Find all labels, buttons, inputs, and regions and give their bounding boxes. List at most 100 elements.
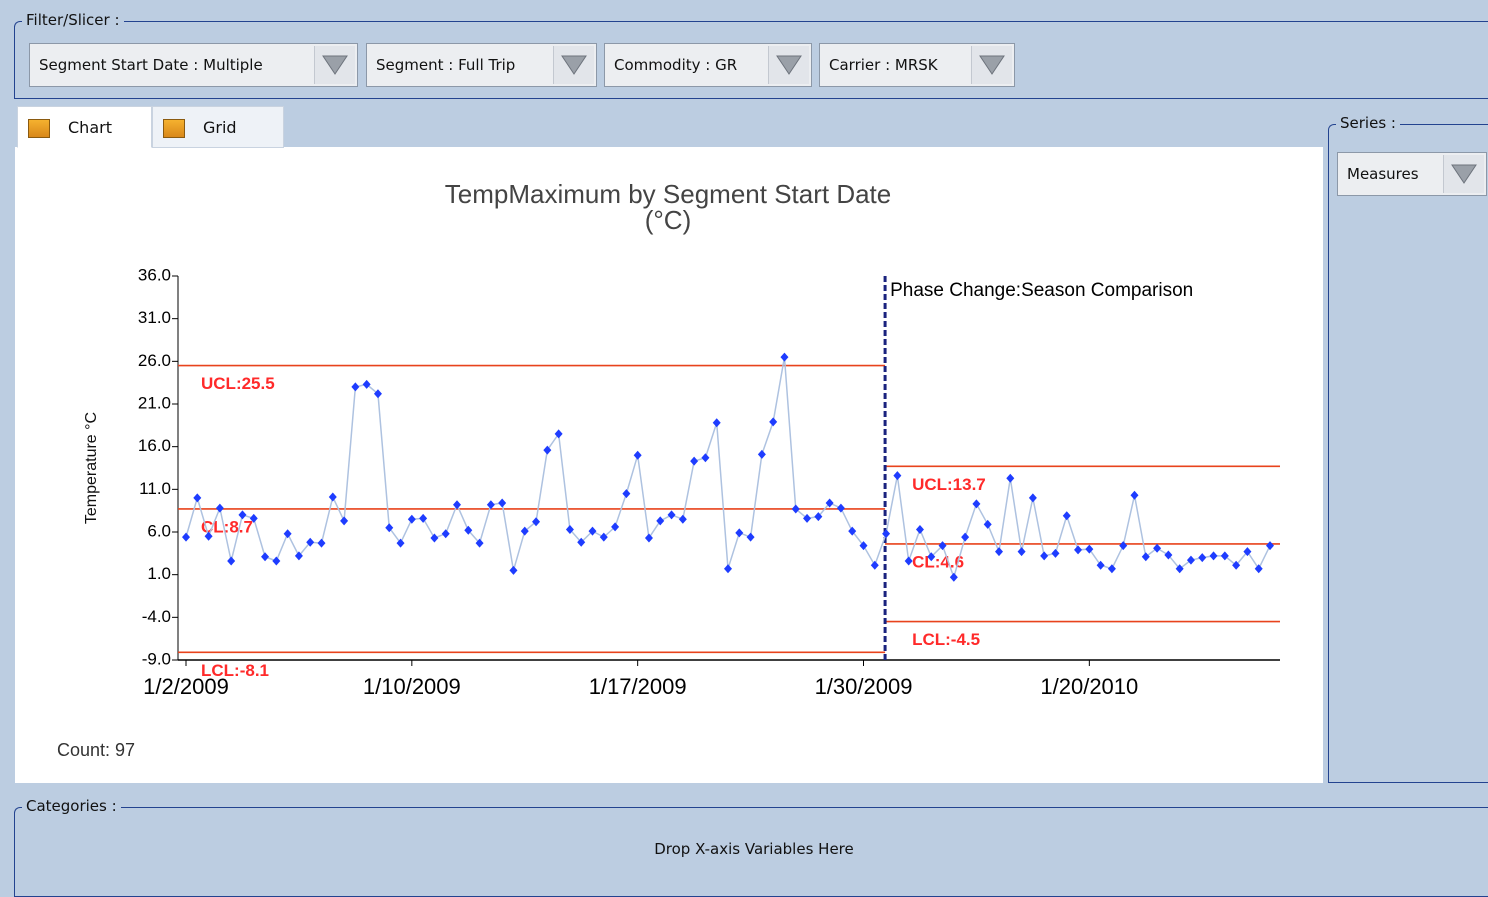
data-point [227,556,236,566]
control-limit-label: LCL:-8.1 [201,661,269,680]
y-tick-label: 6.0 [147,521,171,540]
data-point [453,500,461,510]
data-point [351,382,360,392]
series-dropdown[interactable]: Measures [1337,152,1487,196]
filter-text: Segment Start Date : Multiple [39,56,263,74]
data-point [509,565,518,575]
data-point [949,572,958,582]
data-point [1119,541,1128,551]
filter-dropdown[interactable]: Segment Start Date : Multiple [29,43,358,87]
data-point [498,498,507,508]
data-point [915,524,924,534]
data-point [249,513,258,523]
y-tick-label: 36.0 [138,265,171,284]
tab-label: Chart [68,117,112,137]
data-point [791,504,800,514]
tab-label: Grid [203,117,237,137]
data-point [396,538,405,548]
y-tick-label: 1.0 [147,564,171,583]
data-point [441,529,450,539]
dropdown-arrow[interactable] [971,46,1012,84]
data-point [735,528,744,538]
dropdown-arrow[interactable] [553,46,594,84]
data-point [1220,551,1229,561]
data-point [961,532,970,542]
data-point [362,379,371,389]
dropdown-arrow[interactable] [768,46,809,84]
data-point [1153,543,1162,553]
data-point [882,529,891,539]
data-point [1040,551,1049,561]
data-point [712,418,721,428]
data-point [1232,560,1241,570]
x-tick-label: 1/20/2010 [1040,674,1138,699]
filter-text: Commodity : GR [614,56,738,74]
data-point [272,556,281,566]
data-point [419,513,428,523]
data-point [1164,550,1173,560]
data-point [1074,545,1083,555]
data-point [486,500,495,510]
data-point [238,510,247,520]
y-tick-label: 16.0 [138,436,171,455]
data-point [1198,553,1207,563]
filter-title: Filter/Slicer : [22,11,124,29]
series-title: Series : [1336,114,1400,132]
data-point [1051,548,1060,558]
x-tick-label: 1/2/2009 [143,674,229,699]
data-point [543,445,552,455]
data-point [306,537,315,547]
data-point [701,453,710,463]
data-point [1028,493,1037,503]
data-point [622,489,631,499]
data-point [373,389,382,399]
data-point [611,522,620,532]
chart-panel [15,147,1323,783]
data-point [644,533,653,543]
dropdown-arrow[interactable] [314,46,355,84]
arrow-icon [776,55,802,75]
data-point [746,532,755,542]
dropdown-arrow[interactable] [1443,155,1484,193]
data-point [904,556,913,566]
data-point [1062,511,1071,521]
filter-dropdown[interactable]: Segment : Full Trip [366,43,597,87]
data-point [588,526,597,536]
filter-dropdown[interactable]: Carrier : MRSK [819,43,1015,87]
y-tick-label: 11.0 [139,479,171,498]
control-limit-label: UCL:13.7 [912,475,986,494]
data-point [294,551,303,561]
data-point [995,547,1003,557]
data-point [1209,551,1218,561]
y-tick-label: 31.0 [138,308,171,327]
y-tick-label: 26.0 [138,351,171,370]
x-tick-label: 1/10/2009 [363,674,461,699]
y-tick-label: -9.0 [142,649,171,668]
arrow-icon [1451,164,1477,184]
data-point [430,533,439,543]
data-point [328,492,337,502]
data-point [261,552,270,562]
grid-tab[interactable]: Grid [152,106,284,148]
data-point [690,456,699,466]
data-point [724,564,732,574]
data-point [769,417,778,427]
data-point [1186,555,1195,565]
filter-text: Segment : Full Trip [376,56,516,74]
data-point [870,560,879,570]
tab-icon [28,119,50,138]
chart-tab[interactable]: Chart [17,106,152,148]
chart-title: TempMaximum by Segment Start Date [445,179,892,209]
data-point [1107,564,1116,574]
data-point [678,514,687,524]
data-point [1017,547,1026,557]
y-axis-label: Temperature °C [83,412,100,524]
data-point [215,503,224,513]
data-point [554,429,563,439]
chart-subtitle: (°C) [645,205,692,235]
data-point [1266,541,1274,551]
filter-dropdown[interactable]: Commodity : GR [604,43,812,87]
data-point [577,537,586,547]
data-point [825,498,834,508]
